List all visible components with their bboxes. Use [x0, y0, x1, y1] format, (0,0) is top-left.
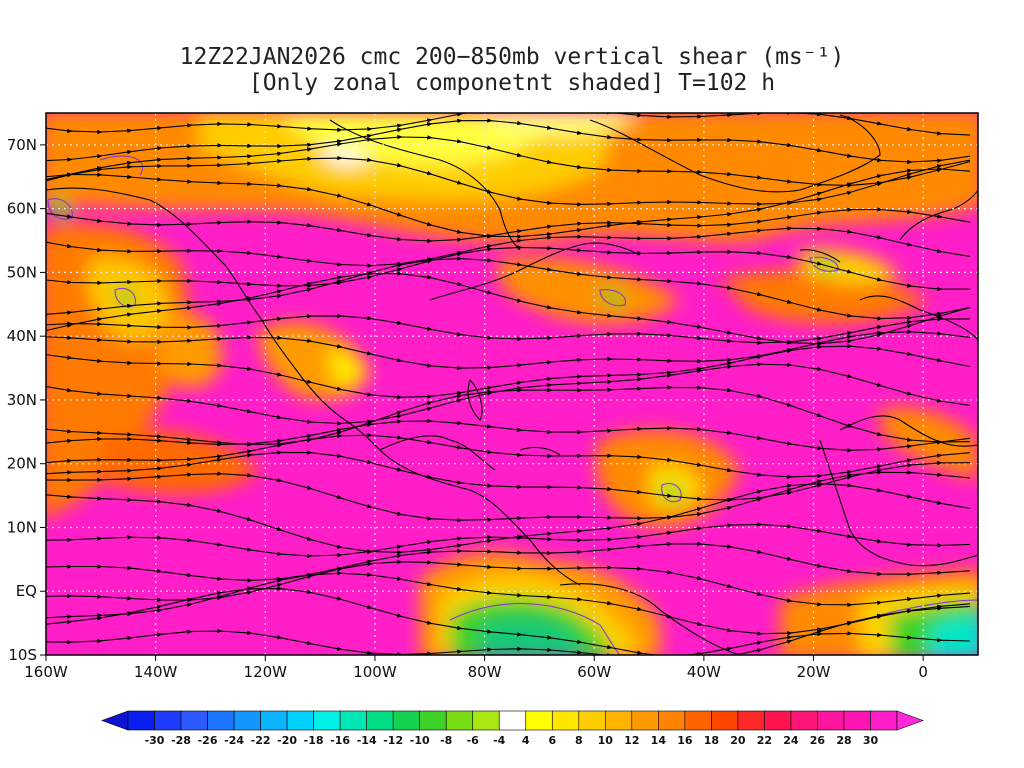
map-frame [45, 112, 979, 656]
lat-tick-label: 10S [8, 646, 37, 664]
colorbar-label: -28 [171, 734, 191, 747]
lon-tick-label: 0 [918, 663, 928, 681]
lat-tick-label: 50N [7, 263, 37, 281]
shading-field [46, 113, 978, 655]
colorbar-swatch [260, 710, 288, 731]
colorbar: -30 -28 -26 -24 -22 -20 -18 -16 -14 -12 -10 -8 -6 -4 4… [101, 710, 924, 747]
streamlines [46, 113, 971, 655]
colorbar-swatch [392, 710, 420, 731]
colorbar-swatch [551, 710, 580, 731]
streamline [46, 628, 971, 655]
colorbar-label: 4 [522, 734, 530, 747]
lat-tick-label: 30N [7, 391, 37, 409]
colorbar-swatch [472, 710, 500, 731]
title-line-2: [Only zonal componetnt shaded] T=102 h [248, 70, 776, 96]
colorbar-label: -26 [198, 734, 218, 747]
colorbar-label: 12 [624, 734, 639, 747]
colorbar-swatch [233, 710, 261, 731]
colorbar-label: -30 [145, 734, 165, 747]
colorbar-label: 28 [836, 734, 851, 747]
lon-tick-label: 160W [24, 663, 68, 681]
map-title: 12Z22JAN2026 cmc 200−850mb vertical shea… [0, 44, 1024, 96]
colorbar-label: 14 [651, 734, 667, 747]
lat-tick-label: 40N [7, 327, 37, 345]
lat-tick-label: 70N [7, 136, 37, 154]
colorbar-swatch [711, 710, 739, 731]
lon-tick-label: 140W [134, 663, 178, 681]
lon-tick-label: 100W [353, 663, 397, 681]
colorbar-label: 8 [575, 734, 583, 747]
lon-tick-label: 80W [468, 663, 502, 681]
colorbar-swatch [658, 710, 686, 731]
lat-tick-label: 10N [7, 518, 37, 536]
colorbar-swatch [631, 710, 659, 731]
colorbar-label: -14 [357, 734, 377, 747]
colorbar-label: -18 [304, 734, 324, 747]
colorbar-low-arrow [101, 710, 129, 731]
colorbar-label: 24 [783, 734, 799, 747]
lat-tick-label: EQ [16, 582, 37, 600]
colorbar-label: -10 [410, 734, 430, 747]
lon-tick-label: 20W [797, 663, 831, 681]
colorbar-label: 22 [757, 734, 772, 747]
colorbar-label: -16 [330, 734, 350, 747]
streamline [46, 522, 971, 559]
colorbar-label: 30 [863, 734, 879, 747]
lon-tick-label: 60W [577, 663, 611, 681]
colorbar-swatch [419, 710, 447, 731]
colorbar-label: -20 [277, 734, 297, 747]
colorbar-swatch [684, 710, 712, 731]
colorbar-swatch [154, 710, 182, 731]
colorbar-swatch [339, 710, 367, 731]
lat-tick-label: 20N [7, 455, 37, 473]
colorbar-label: 26 [810, 734, 826, 747]
colorbar-swatch [578, 710, 606, 731]
colorbar-swatch [180, 710, 208, 731]
colorbar-label: -24 [224, 734, 244, 747]
colorbar-label: 20 [730, 734, 746, 747]
colorbar-swatch [313, 710, 341, 731]
colorbar-swatch [737, 710, 765, 731]
colorbar-label: -8 [440, 734, 452, 747]
colorbar-swatch [207, 710, 235, 731]
colorbar-swatch [525, 710, 553, 731]
colorbar-label: 18 [704, 734, 719, 747]
title-line-1: 12Z22JAN2026 cmc 200−850mb vertical shea… [179, 44, 845, 70]
colorbar-high-arrow [896, 710, 924, 731]
colorbar-swatch [605, 710, 633, 731]
lon-tick-label: 40W [687, 663, 721, 681]
lon-tick-label: 120W [244, 663, 288, 681]
colorbar-label: 10 [598, 734, 614, 747]
colorbar-label: 16 [677, 734, 693, 747]
axis-labels: 160W 140W 120W 100W 80W 60W 40W 20W 0 10S EQ 10N 20N… [7, 136, 928, 681]
colorbar-swatch [764, 710, 792, 731]
colorbar-swatch [127, 710, 155, 731]
colorbar-label: -4 [493, 734, 506, 747]
colorbar-swatch [498, 710, 527, 731]
colorbar-label: -12 [383, 734, 403, 747]
colorbar-swatch [366, 710, 394, 731]
colorbar-label: -6 [467, 734, 480, 747]
colorbar-swatch [817, 710, 845, 731]
colorbar-label: -22 [251, 734, 271, 747]
colorbar-swatch [286, 710, 314, 731]
colorbar-label: 6 [548, 734, 556, 747]
colorbar-swatch [870, 710, 898, 731]
lat-tick-label: 60N [7, 200, 37, 218]
colorbar-swatch [843, 710, 871, 731]
colorbar-swatch [790, 710, 818, 731]
colorbar-swatch [445, 710, 474, 731]
